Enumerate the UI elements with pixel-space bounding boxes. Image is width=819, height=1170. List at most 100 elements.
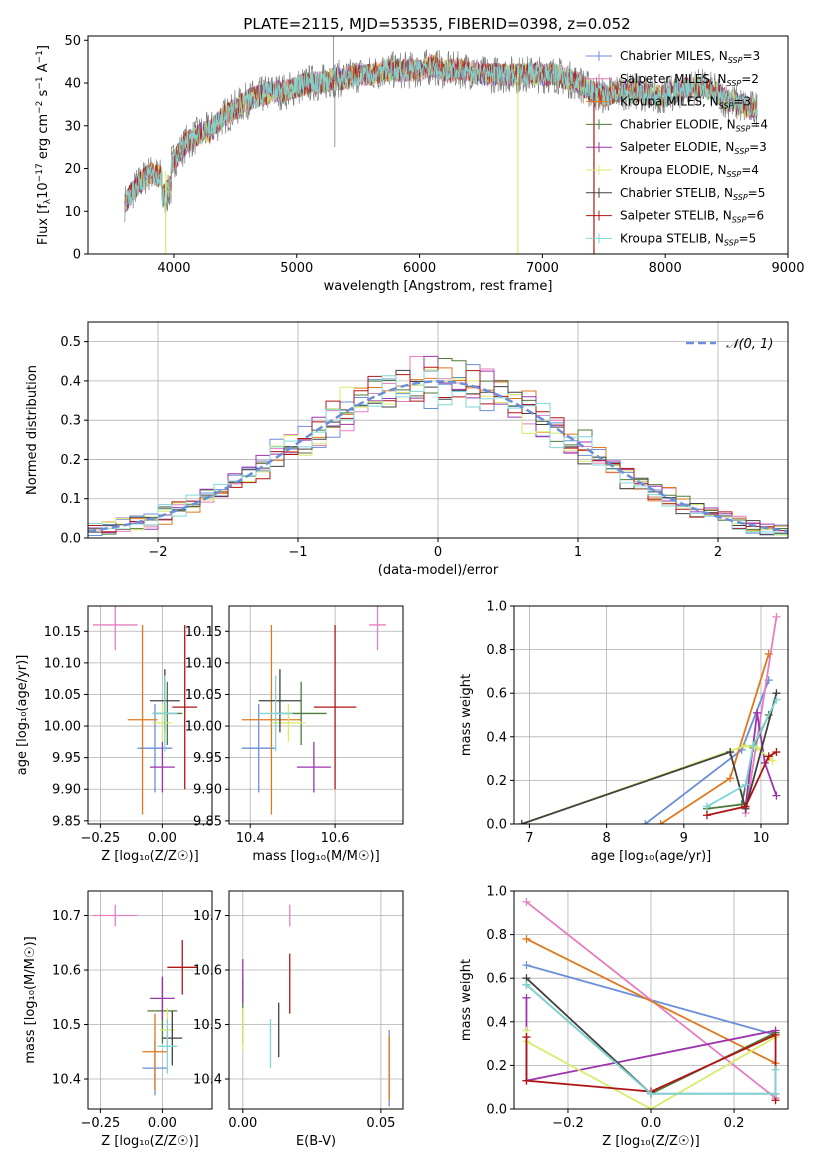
x-tick-label: 1 <box>574 545 582 560</box>
weight-marker-salpeter_stelib <box>702 811 711 820</box>
weight-marker-kroupa_stelib <box>772 695 781 704</box>
model-line-kroupa_stelib <box>124 58 758 208</box>
y-tick-label: 9.95 <box>193 751 222 766</box>
axes-frame <box>513 605 789 825</box>
axes-frame <box>228 605 404 825</box>
x-tick-label: −0.2 <box>552 1116 584 1131</box>
metallicity-age-panel: −0.25 0.00 9.85 9.90 9.95 10.00 10.05 10.10 10.1… <box>15 605 213 864</box>
x-axis-label: E(B-V) <box>296 1134 336 1149</box>
y-tick-label: 10.7 <box>193 909 222 924</box>
legend-entry-kroupa_miles: Kroupa MILES, NSSP=3 <box>620 95 751 111</box>
weight-marker-kroupa_stelib <box>647 1089 655 1098</box>
weight-marker-chabrier_stelib <box>726 748 735 757</box>
legend-entry-kroupa_stelib: Kroupa STELIB, NSSP=5 <box>620 231 756 247</box>
x-tick-label: 0.2 <box>724 1116 745 1131</box>
weight-line-salpeter_miles <box>525 901 777 1099</box>
y-tick-label: 50 <box>64 34 81 49</box>
weight-marker-salpeter_elodie <box>522 993 531 1002</box>
weight-marker-salpeter_stelib <box>771 1030 780 1039</box>
y-tick-label: 0 <box>73 248 81 263</box>
x-tick-label: −0.25 <box>80 1116 120 1131</box>
x-tick-label: 9 <box>680 831 688 846</box>
weight-marker-chabrier_stelib <box>517 820 526 824</box>
x-tick-label: 0 <box>434 545 442 560</box>
y-tick-label: 1.0 <box>486 885 507 900</box>
y-axis-label: age [log₁₀(age/yr)] <box>15 655 30 776</box>
y-tick-label: 9.85 <box>52 814 81 829</box>
y-tick-label: 0.3 <box>60 414 81 429</box>
y-tick-label: 10 <box>64 205 81 220</box>
plot-area <box>92 606 198 815</box>
plot-area <box>241 606 387 815</box>
x-tick-label: 6000 <box>403 261 436 276</box>
weight-marker-salpeter_miles <box>522 897 531 906</box>
weight-marker-kroupa_stelib <box>771 1089 780 1098</box>
x-tick-label: 0.00 <box>148 831 177 846</box>
y-tick-label: 10.6 <box>193 964 222 979</box>
weight-marker-salpeter_stelib <box>522 1033 531 1042</box>
y-tick-label: 9.95 <box>52 751 81 766</box>
y-tick-label: 0.5 <box>60 335 81 350</box>
x-axis-label: Z [log₁₀(Z/Z☉)] <box>101 849 198 864</box>
weight-marker-kroupa_miles <box>656 820 665 824</box>
x-tick-label: 8 <box>602 831 610 846</box>
x-tick-label: 0.0 <box>641 1116 662 1131</box>
x-tick-label: −1 <box>288 545 307 560</box>
x-axis-label: Z [log₁₀(Z/Z☉)] <box>101 1134 198 1149</box>
weight-marker-salpeter_stelib <box>772 748 781 757</box>
x-tick-label: 10 <box>753 831 770 846</box>
plot-area <box>124 36 758 254</box>
weight-line-kroupa_stelib <box>706 699 778 808</box>
weight-line-kroupa_miles <box>526 938 776 1065</box>
x-tick-label: 0.00 <box>148 1116 177 1131</box>
y-tick-label: 0.0 <box>60 532 81 547</box>
weight-marker-chabrier_miles <box>522 961 531 970</box>
y-tick-label: 9.90 <box>193 783 222 798</box>
weight-marker-kroupa_miles <box>726 774 735 783</box>
y-axis-label: Normed distribution <box>25 365 40 495</box>
y-tick-label: 0.6 <box>486 687 507 702</box>
y-axis-label: mass [log₁₀(M/M☉)] <box>23 936 38 1063</box>
axes-frame <box>87 605 213 825</box>
age-mass-weight-panel: 7 8 9 10 0.0 0.2 0.4 0.6 0.8 1.0 age [log₁₀(age/yr… <box>459 600 789 864</box>
normal-curve <box>88 380 788 533</box>
y-tick-label: 0.6 <box>486 972 507 987</box>
y-tick-label: 10.4 <box>52 1073 81 1088</box>
weight-marker-salpeter_miles <box>772 612 781 621</box>
plot-area <box>517 612 781 824</box>
weight-line-chabrier_miles <box>644 679 770 824</box>
y-axis-label: Flux [fλ10−17 erg cm−2 s−1 A−1] <box>35 45 53 245</box>
weight-marker-salpeter_stelib <box>741 802 750 811</box>
plot-area <box>522 897 780 1109</box>
y-tick-label: 0.2 <box>486 1059 507 1074</box>
legend-entry-kroupa_elodie: Kroupa ELODIE, NSSP=4 <box>620 163 759 179</box>
x-tick-label: 2 <box>714 545 722 560</box>
weight-marker-kroupa_stelib <box>702 802 711 811</box>
plot-area <box>92 904 198 1096</box>
axes-frame <box>87 35 789 255</box>
x-tick-label: −0.25 <box>80 831 120 846</box>
x-axis-label: mass [log₁₀(M/M☉)] <box>252 849 379 864</box>
x-tick-label: 10.4 <box>236 831 265 846</box>
legend-entry-chabrier_elodie: Chabrier ELODIE, NSSP=4 <box>620 117 768 133</box>
y-tick-label: 10.15 <box>185 625 222 640</box>
y-tick-label: 10.7 <box>52 909 81 924</box>
metallicity-mass-panel: −0.25 0.00 10.4 10.5 10.6 10.7 Z [log₁₀(Z/Z☉)]… <box>23 890 213 1149</box>
y-tick-label: 10.10 <box>44 656 81 671</box>
axes-frame <box>87 890 213 1110</box>
y-tick-label: 0.4 <box>486 730 507 745</box>
x-axis-label: Z [log₁₀(Z/Z☉)] <box>602 1134 699 1149</box>
weight-marker-kroupa_stelib <box>522 980 531 989</box>
y-tick-label: 0.8 <box>486 928 507 943</box>
x-tick-label: −2 <box>148 545 167 560</box>
y-tick-label: 0.2 <box>486 774 507 789</box>
legend-entry-salpeter_stelib: Salpeter STELIB, NSSP=6 <box>620 209 764 225</box>
y-tick-label: 0.4 <box>60 374 81 389</box>
weight-marker-kroupa_elodie <box>768 756 777 765</box>
x-tick-label: 10.6 <box>321 831 350 846</box>
y-tick-label: 10.4 <box>193 1073 222 1088</box>
y-tick-label: 0.0 <box>486 1103 507 1118</box>
y-tick-label: 10.00 <box>185 720 222 735</box>
y-tick-label: 0.2 <box>60 453 81 468</box>
x-tick-label: 7000 <box>526 261 559 276</box>
